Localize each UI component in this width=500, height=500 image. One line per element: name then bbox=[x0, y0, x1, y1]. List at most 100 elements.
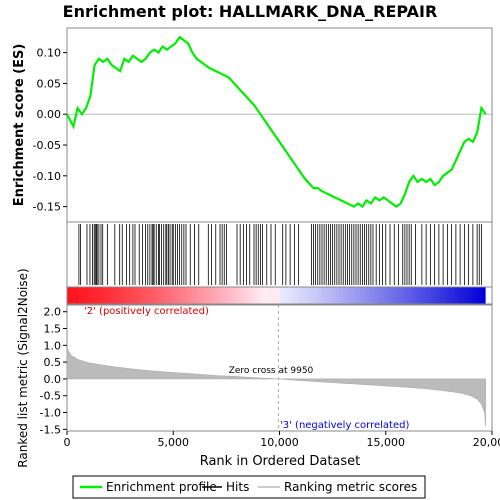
es-y-tick-label: 0.00 bbox=[37, 108, 62, 121]
rank-color-segment bbox=[91, 287, 96, 304]
chart-title: Enrichment plot: HALLMARK_DNA_REPAIR bbox=[63, 2, 438, 21]
rank-color-segment bbox=[461, 287, 466, 304]
metric-panel: 2.0 1.5 1.0 0.5 0.0 -0.5 -1.0 -1.50 5,000 10,000 1… bbox=[40, 305, 500, 449]
rank-color-segment bbox=[443, 287, 448, 304]
rank-color-segment bbox=[328, 287, 333, 304]
rank-color-segment bbox=[269, 287, 274, 304]
hits-panel-frame bbox=[66, 221, 493, 288]
rank-color-segment bbox=[77, 287, 82, 304]
rank-color-segment bbox=[346, 287, 351, 304]
rank-color-segment bbox=[468, 287, 473, 304]
rank-color-segment bbox=[377, 287, 382, 304]
rank-color-segment bbox=[433, 287, 438, 304]
es-y-tick-label: -0.05 bbox=[33, 139, 61, 152]
es-y-tick-label: 0.10 bbox=[37, 47, 62, 60]
rank-color-segment bbox=[398, 287, 403, 304]
metric-panel-frame bbox=[66, 304, 493, 432]
rank-color-segment bbox=[356, 287, 361, 304]
rank-color-segment bbox=[150, 287, 155, 304]
rank-color-segment bbox=[122, 287, 127, 304]
rank-color-segment bbox=[105, 287, 110, 304]
rank-color-frame bbox=[66, 286, 493, 305]
x-tick-label: 5,000 bbox=[158, 436, 190, 449]
rank-color-segment bbox=[429, 287, 434, 304]
rank-color-segment bbox=[119, 287, 124, 304]
rank-color-segment bbox=[84, 287, 89, 304]
rank-color-segment bbox=[373, 287, 378, 304]
zero-cross-label: Zero cross at 9950 bbox=[229, 366, 314, 376]
rank-color-segment bbox=[164, 287, 169, 304]
rank-color-segment bbox=[360, 287, 365, 304]
rank-color-segment bbox=[182, 287, 187, 304]
rank-color-segment bbox=[297, 287, 302, 304]
positive-correlation-label: '2' (positively correlated) bbox=[84, 306, 209, 317]
rank-color-segment bbox=[67, 287, 71, 304]
rank-color-segment bbox=[189, 287, 194, 304]
rank-color-segment bbox=[482, 287, 487, 304]
rank-color-segment bbox=[112, 287, 117, 304]
legend-enrichment-profile: Enrichment profile bbox=[106, 480, 217, 494]
rank-color-segment bbox=[265, 287, 270, 304]
rank-color-segment bbox=[220, 287, 225, 304]
rank-color-segment bbox=[318, 287, 323, 304]
es-y-tick-label: 0.05 bbox=[37, 77, 62, 90]
rank-color-segment bbox=[300, 287, 305, 304]
legend-frame bbox=[72, 475, 426, 499]
rank-color-segment bbox=[475, 287, 480, 304]
rank-color-segment bbox=[87, 287, 92, 304]
rank-color-segment bbox=[147, 287, 152, 304]
x-tick-label: 10,000 bbox=[260, 436, 299, 449]
rank-color-segment bbox=[321, 287, 326, 304]
rank-color-segment bbox=[325, 287, 330, 304]
rank-color-segment bbox=[98, 287, 103, 304]
rank-color-segment bbox=[227, 287, 232, 304]
rank-color-segment bbox=[286, 287, 291, 304]
rank-color-segment bbox=[387, 287, 392, 304]
rank-color-segment bbox=[133, 287, 138, 304]
rank-color-segment bbox=[136, 287, 141, 304]
rank-color-segment bbox=[419, 287, 424, 304]
metric-y-tick-label: 0.5 bbox=[44, 356, 62, 369]
rank-color-segment bbox=[447, 287, 452, 304]
legend-hits: Hits bbox=[226, 480, 249, 494]
rank-color-segment bbox=[422, 287, 427, 304]
rank-color-segment bbox=[370, 287, 375, 304]
rank-color-segment bbox=[129, 287, 134, 304]
rank-color-segment bbox=[363, 287, 368, 304]
rank-color-segment bbox=[380, 287, 385, 304]
rank-color-segment bbox=[251, 287, 256, 304]
rank-color-segment bbox=[196, 287, 201, 304]
es-y-tick-label: -0.15 bbox=[33, 201, 61, 214]
rank-color-segment bbox=[210, 287, 215, 304]
rank-color-segment bbox=[217, 287, 221, 304]
rank-color-segment bbox=[175, 287, 180, 304]
rank-color-segment bbox=[140, 287, 145, 304]
metric-y-tick-label: 1.5 bbox=[44, 323, 62, 336]
rank-color-segment bbox=[471, 287, 476, 304]
rank-color-segment bbox=[349, 287, 354, 304]
rank-color-segment bbox=[157, 287, 162, 304]
rank-color-segment bbox=[161, 287, 166, 304]
rank-color-segment bbox=[234, 287, 239, 304]
rank-color-segment bbox=[192, 287, 197, 304]
rank-color-segment bbox=[143, 287, 148, 304]
rank-color-segment bbox=[223, 287, 228, 304]
rank-color-segment bbox=[108, 287, 113, 304]
rank-color-segment bbox=[255, 287, 260, 304]
metric-y-tick-label: 2.0 bbox=[44, 306, 62, 319]
rank-color-segment bbox=[154, 287, 159, 304]
rank-color-segment bbox=[262, 287, 267, 304]
rank-color-segment bbox=[203, 287, 208, 304]
rank-color-segment bbox=[279, 287, 284, 304]
rank-color-segment bbox=[391, 287, 396, 304]
rank-color-segment bbox=[339, 287, 344, 304]
rank-color-segment bbox=[293, 287, 298, 304]
metric-y-tick-label: -1.5 bbox=[40, 423, 61, 436]
metric-y-tick-label: 0.0 bbox=[44, 373, 62, 386]
rank-color-segment bbox=[248, 287, 253, 304]
rank-color-segment bbox=[454, 287, 459, 304]
rank-color-segment bbox=[70, 287, 75, 304]
rank-color-segment bbox=[394, 287, 399, 304]
rank-color-segment bbox=[101, 287, 106, 304]
metric-y-axis-label: Ranked list metric (Signal2Noise) bbox=[16, 268, 30, 467]
